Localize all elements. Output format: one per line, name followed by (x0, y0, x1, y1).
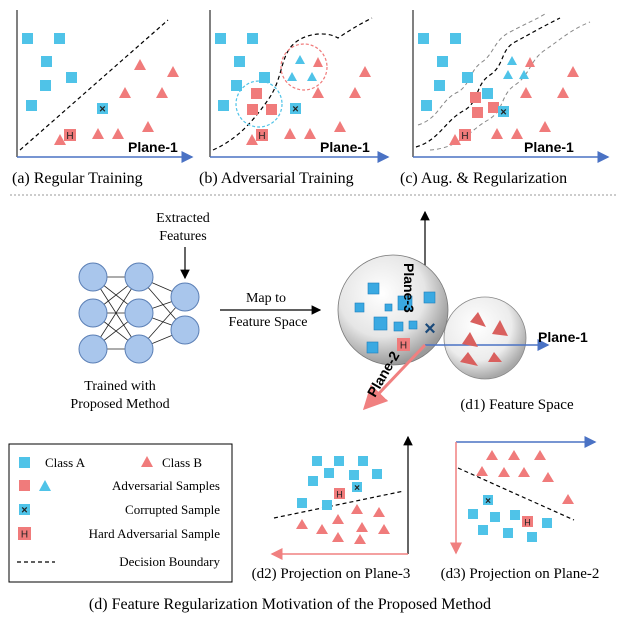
legend-class-b-label: Class B (162, 455, 202, 470)
panel-caption: (b) Adversarial Training (199, 170, 354, 187)
axis-label: Plane-1 (128, 139, 178, 155)
main-caption: (d) Feature Regularization Motivation of… (89, 596, 491, 613)
class-b-triangles (449, 57, 579, 145)
axis-label: Plane-1 (524, 139, 574, 155)
adversarial-triangles (503, 56, 529, 79)
adversarial-triangles (287, 55, 317, 81)
hard-adversarial-sample: H (459, 129, 471, 142)
legend-adversarial-label: Adversarial Samples (112, 478, 220, 493)
d3-hard: H (522, 516, 533, 528)
svg-text:H: H (258, 131, 265, 142)
hard-adversarial-sample: H (256, 129, 268, 142)
d3-caption: (d3) Projection on Plane-2 (441, 566, 600, 582)
svg-text:H: H (461, 131, 468, 142)
legend-class-b-swatch (141, 456, 153, 467)
class-b-sphere (443, 296, 527, 380)
map-label-2: Feature Space (229, 315, 308, 330)
svg-text:×: × (292, 104, 298, 116)
legend-class-a-label: Class A (45, 455, 86, 470)
d2-decision-boundary (273, 490, 405, 519)
class-a-squares (418, 33, 493, 111)
d2-caption: (d2) Projection on Plane-3 (252, 566, 411, 582)
hard-adversarial-3d: H (397, 338, 410, 352)
svg-text:×: × (21, 505, 27, 517)
d2-class-a-squares (297, 456, 382, 510)
panel-caption: (a) Regular Training (12, 170, 143, 187)
legend-corrupted-swatch (19, 504, 30, 515)
panel-aug-regularization: × H Plane-1 (c) Aug. & Regularization (400, 10, 610, 187)
svg-text:×: × (500, 107, 506, 119)
panel-caption: (c) Aug. & Regularization (400, 170, 567, 187)
decision-boundary (19, 19, 169, 151)
plane-1-label: Plane-1 (538, 329, 588, 345)
neural-network: Extracted Features Trained with Proposed… (70, 211, 322, 412)
feature-space: × H Plane-1 Plane-3 Plane-2 (d1) Feature… (337, 210, 588, 413)
d3-class-b-triangles (476, 450, 574, 504)
projection-plane-2: × H (d3) Projection on Plane-2 (441, 436, 600, 582)
legend-boundary-label: Decision Boundary (119, 554, 220, 569)
projection-plane-3: × H (d2) Projection on Plane-3 (252, 435, 413, 582)
adversarial-squares (247, 88, 277, 115)
axis-label: Plane-1 (320, 139, 370, 155)
class-a-squares (215, 33, 270, 111)
decision-boundary (212, 17, 373, 151)
legend-corrupted-label: Corrupted Sample (125, 502, 220, 517)
d3-decision-boundary (457, 467, 575, 521)
class-a-cubes (354, 282, 436, 354)
plane-2-axis (362, 343, 427, 411)
svg-text:×: × (354, 483, 360, 494)
class-a-sphere (337, 254, 449, 366)
corrupted-sample: × (290, 103, 301, 116)
hard-adversarial-sample: H (64, 129, 76, 142)
adversarial-squares (470, 92, 499, 118)
svg-text:H: H (21, 530, 28, 541)
legend-box (8, 443, 233, 583)
class-b-triangles (54, 59, 179, 145)
svg-text:×: × (424, 318, 436, 340)
legend-class-a-swatch (19, 457, 30, 468)
corrupted-sample-3d: × (424, 318, 436, 340)
d2-class-b-triangles (296, 504, 390, 544)
svg-text:×: × (99, 104, 105, 116)
trained-label-2: Proposed Method (70, 397, 169, 412)
class-a-squares (22, 33, 77, 111)
extracted-features-label-2: Features (159, 229, 206, 244)
corrupted-sample: × (97, 103, 108, 116)
d2-hard: H (334, 488, 345, 500)
class-b-cones (460, 312, 508, 366)
legend: Class A Class B Adversarial Samples × Co… (8, 443, 233, 583)
legend-hard-swatch (18, 527, 31, 540)
svg-text:H: H (400, 341, 407, 352)
panel-regular-training: × H Plane-1 (a) Regular Training (12, 10, 194, 187)
legend-adv-square (19, 480, 30, 491)
d3-corrupted: × (483, 495, 493, 507)
trained-label: Trained with (84, 379, 155, 394)
network-nodes (78, 262, 200, 364)
svg-text:H: H (336, 490, 343, 500)
d3-class-a-squares (468, 509, 552, 542)
map-label: Map to (246, 291, 286, 306)
class-b-triangles (246, 57, 371, 145)
panel-adversarial-training: × H Plane-1 (b) Adversarial Training (199, 10, 390, 187)
svg-text:H: H (524, 518, 531, 528)
svg-text:H: H (66, 131, 73, 142)
legend-adv-triangle (39, 480, 51, 491)
augmentation-boundary-upper (417, 13, 546, 126)
legend-hard-label: Hard Adversarial Sample (89, 526, 221, 541)
plane-3-label: Plane-3 (401, 263, 417, 313)
extracted-features-label: Extracted (156, 211, 210, 226)
svg-text:×: × (485, 496, 491, 507)
decision-boundary (415, 17, 561, 148)
feature-space-caption: (d1) Feature Space (460, 397, 574, 413)
adversarial-region-b (280, 43, 328, 91)
corrupted-sample: × (498, 106, 509, 119)
d2-corrupted: × (352, 482, 362, 494)
